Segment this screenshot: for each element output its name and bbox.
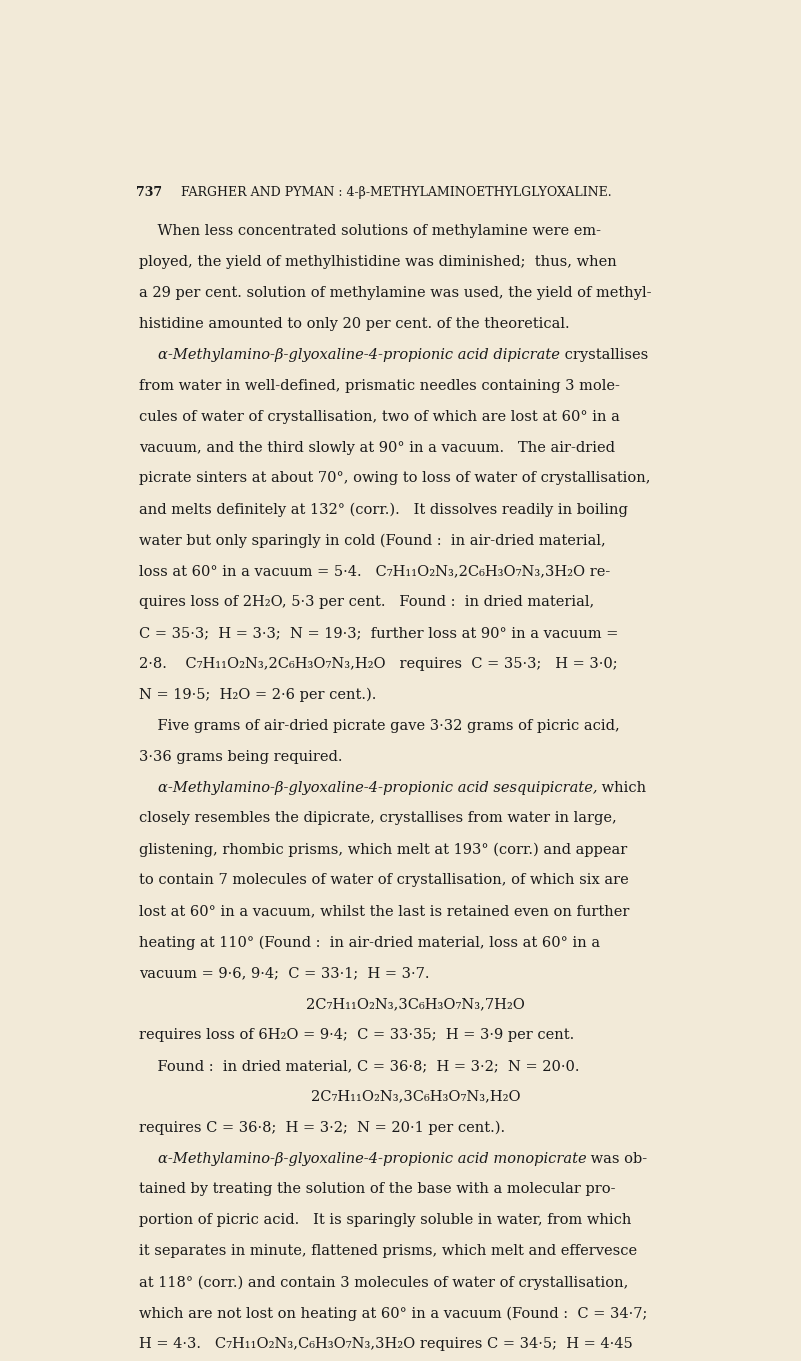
Text: heating at 110° (Found :  in air-dried material, loss at 60° in a: heating at 110° (Found : in air-dried ma… [139,935,601,950]
Text: histidine amounted to only 20 per cent. of the theoretical.: histidine amounted to only 20 per cent. … [139,317,570,331]
Text: was ob-: was ob- [586,1151,647,1165]
Text: to contain 7 molecules of water of crystallisation, of which six are: to contain 7 molecules of water of cryst… [139,874,629,887]
Text: When less concentrated solutions of methylamine were em-: When less concentrated solutions of meth… [139,225,602,238]
Text: N = 19·5;  H₂O = 2·6 per cent.).: N = 19·5; H₂O = 2·6 per cent.). [139,687,376,702]
Text: 2C₇H₁₁O₂N₃,3C₆H₃O₇N₃,7H₂O: 2C₇H₁₁O₂N₃,3C₆H₃O₇N₃,7H₂O [306,998,525,1011]
Text: portion of picric acid.   It is sparingly soluble in water, from which: portion of picric acid. It is sparingly … [139,1214,632,1228]
Text: closely resembles the dipicrate, crystallises from water in large,: closely resembles the dipicrate, crystal… [139,811,617,826]
Text: which are not lost on heating at 60° in a vacuum (Found :  C = 34·7;: which are not lost on heating at 60° in … [139,1307,648,1320]
Text: tained by treating the solution of the base with a molecular pro-: tained by treating the solution of the b… [139,1183,616,1196]
Text: Five grams of air-dried picrate gave 3·32 grams of picric acid,: Five grams of air-dried picrate gave 3·3… [139,719,620,732]
Text: a 29 per cent. solution of methylamine was used, the yield of methyl-: a 29 per cent. solution of methylamine w… [139,286,652,299]
Text: 2·8.    C₇H₁₁O₂N₃,2C₆H₃O₇N₃,H₂O   requires  C = 35·3;   H = 3·0;: 2·8. C₇H₁₁O₂N₃,2C₆H₃O₇N₃,H₂O requires C … [139,657,618,671]
Text: H = 4·3.   C₇H₁₁O₂N₃,C₆H₃O₇N₃,3H₂O requires C = 34·5;  H = 4·45: H = 4·3. C₇H₁₁O₂N₃,C₆H₃O₇N₃,3H₂O require… [139,1337,633,1351]
Text: Found :  in dried material, C = 36·8;  H = 3·2;  N = 20·0.: Found : in dried material, C = 36·8; H =… [139,1059,580,1072]
Text: at 118° (corr.) and contain 3 molecules of water of crystallisation,: at 118° (corr.) and contain 3 molecules … [139,1275,629,1290]
Text: lost at 60° in a vacuum, whilst the last is retained even on further: lost at 60° in a vacuum, whilst the last… [139,904,630,919]
Text: requires C = 36·8;  H = 3·2;  N = 20·1 per cent.).: requires C = 36·8; H = 3·2; N = 20·1 per… [139,1120,505,1135]
Text: crystallises: crystallises [560,348,648,362]
Text: ployed, the yield of methylhistidine was diminished;  thus, when: ployed, the yield of methylhistidine was… [139,255,617,269]
Text: α-Methylamino-β-glyoxaline-4-propionic acid monopicrate: α-Methylamino-β-glyoxaline-4-propionic a… [158,1151,586,1165]
Text: loss at 60° in a vacuum = 5·4.   C₇H₁₁O₂N₃,2C₆H₃O₇N₃,3H₂O re-: loss at 60° in a vacuum = 5·4. C₇H₁₁O₂N₃… [139,565,610,578]
Text: α-Methylamino-β-glyoxaline-4-propionic acid sesquipicrate,: α-Methylamino-β-glyoxaline-4-propionic a… [158,781,598,795]
Text: 2C₇H₁₁O₂N₃,3C₆H₃O₇N₃,H₂O: 2C₇H₁₁O₂N₃,3C₆H₃O₇N₃,H₂O [311,1090,521,1104]
Text: picrate sinters at about 70°, owing to loss of water of crystallisation,: picrate sinters at about 70°, owing to l… [139,471,650,486]
Text: vacuum = 9·6, 9·4;  C = 33·1;  H = 3·7.: vacuum = 9·6, 9·4; C = 33·1; H = 3·7. [139,966,429,980]
Text: 3·36 grams being required.: 3·36 grams being required. [139,750,343,764]
Text: vacuum, and the third slowly at 90° in a vacuum.   The air-dried: vacuum, and the third slowly at 90° in a… [139,441,615,455]
Text: requires loss of 6H₂O = 9·4;  C = 33·35;  H = 3·9 per cent.: requires loss of 6H₂O = 9·4; C = 33·35; … [139,1028,574,1043]
Text: FARGHER AND PYMAN : 4-β-METHYLAMINOETHYLGLYOXALINE.: FARGHER AND PYMAN : 4-β-METHYLAMINOETHYL… [181,186,611,199]
Text: glistening, rhombic prisms, which melt at 193° (corr.) and appear: glistening, rhombic prisms, which melt a… [139,842,627,857]
Text: C = 35·3;  H = 3·3;  N = 19·3;  further loss at 90° in a vacuum =: C = 35·3; H = 3·3; N = 19·3; further los… [139,626,618,640]
Text: and melts definitely at 132° (corr.).   It dissolves readily in boiling: and melts definitely at 132° (corr.). It… [139,502,628,517]
Text: it separates in minute, flattened prisms, which melt and effervesce: it separates in minute, flattened prisms… [139,1244,638,1259]
Text: cules of water of crystallisation, two of which are lost at 60° in a: cules of water of crystallisation, two o… [139,410,620,423]
Text: 737: 737 [135,186,162,199]
Text: from water in well-defined, prismatic needles containing 3 mole-: from water in well-defined, prismatic ne… [139,378,620,393]
Text: which: which [598,781,646,795]
Text: water but only sparingly in cold (Found :  in air-dried material,: water but only sparingly in cold (Found … [139,534,606,547]
Text: α-Methylamino-β-glyoxaline-4-propionic acid dipicrate: α-Methylamino-β-glyoxaline-4-propionic a… [158,348,560,362]
Text: quires loss of 2H₂O, 5·3 per cent.   Found :  in dried material,: quires loss of 2H₂O, 5·3 per cent. Found… [139,595,594,610]
